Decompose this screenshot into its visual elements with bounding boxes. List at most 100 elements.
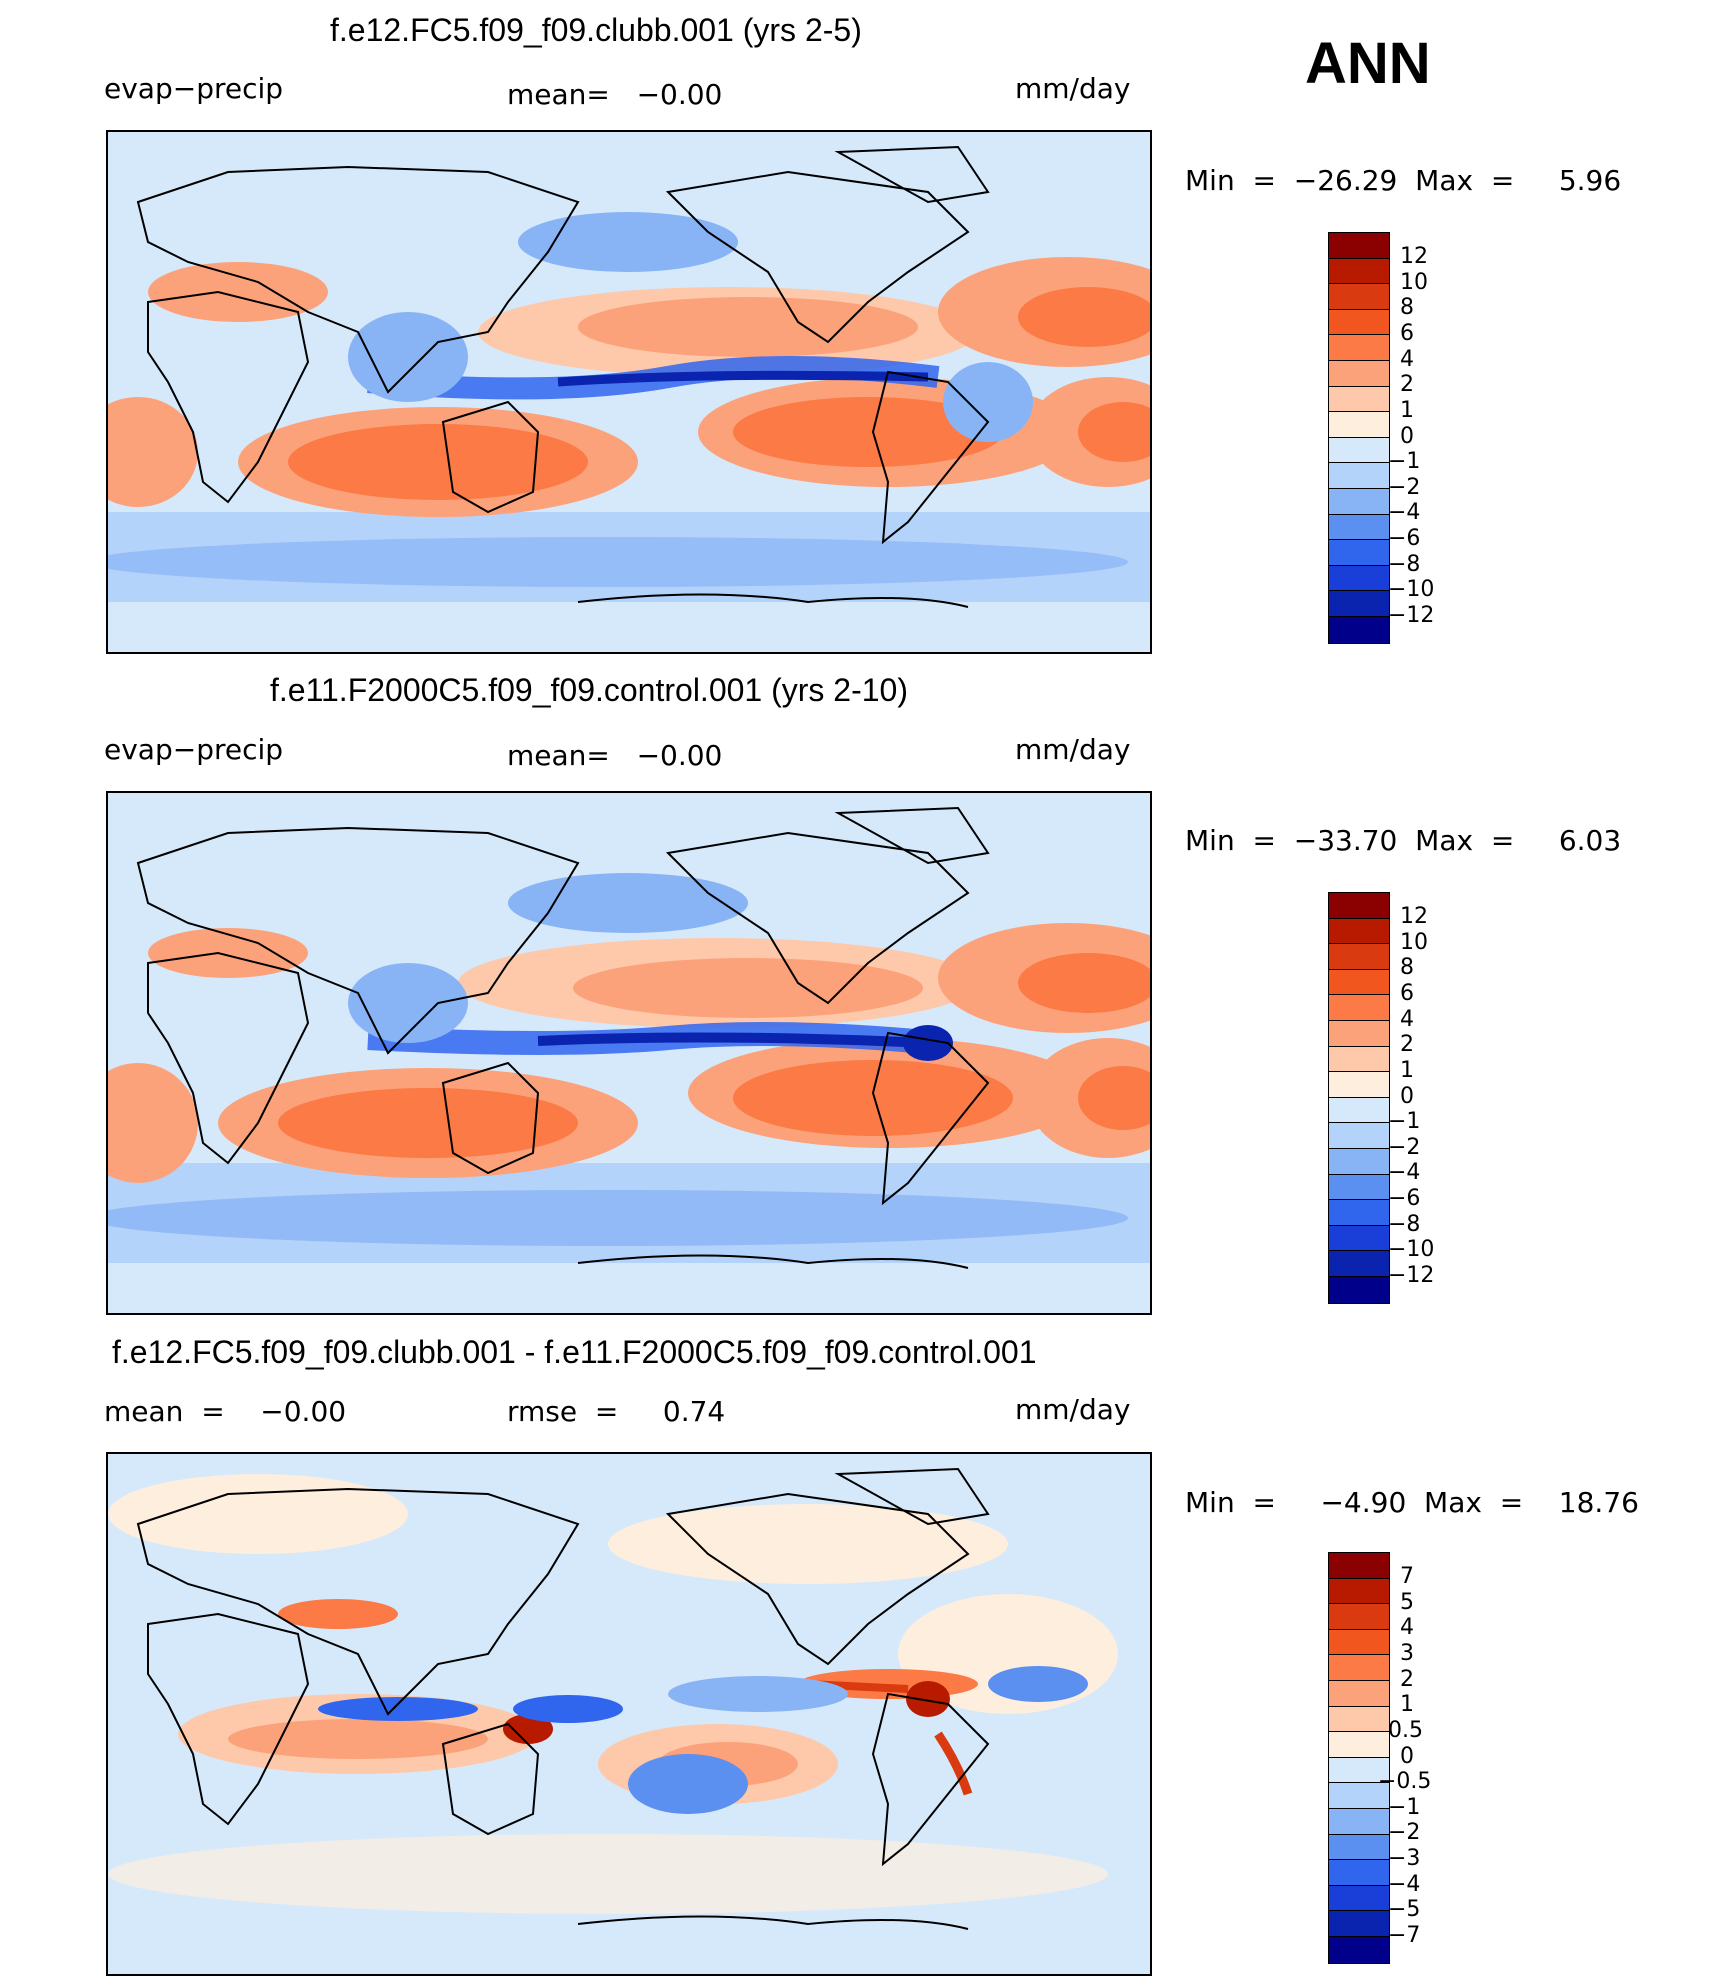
panel-2-tick: 4 xyxy=(1400,1007,1414,1032)
panel-1-colorbar-swatch xyxy=(1329,386,1389,413)
panel-2-colorbar-swatch xyxy=(1329,1148,1389,1175)
panel-1-colorbar-swatch xyxy=(1329,591,1389,617)
panel-1-tick: 12 xyxy=(1400,244,1428,269)
panel-2-colorbar-swatch xyxy=(1329,1225,1389,1252)
panel-3-tick: −0.5 xyxy=(1378,1769,1432,1794)
panel-1-colorbar-swatch xyxy=(1329,233,1389,259)
panel-3-tick: 3 xyxy=(1400,1641,1414,1666)
panel-3-units-label: mm/day xyxy=(1015,1393,1131,1426)
panel-1-colorbar-swatch xyxy=(1329,258,1389,285)
panel-3-colorbar-swatch xyxy=(1329,1578,1389,1605)
panel-1-tick: −4 xyxy=(1388,500,1421,525)
panel-2-colorbar-swatch xyxy=(1329,1072,1389,1098)
panel-3-tick: 4 xyxy=(1400,1615,1414,1640)
panel-2-tick: −10 xyxy=(1388,1237,1435,1262)
panel-3-colorbar-swatch xyxy=(1329,1680,1389,1707)
panel-1-colorbar-swatch xyxy=(1329,488,1389,515)
panel-3-colorbar-swatch xyxy=(1329,1783,1389,1809)
panel-1-tick: −1 xyxy=(1388,449,1421,474)
panel-3-tick: −1 xyxy=(1388,1795,1421,1820)
panel-1-units-label: mm/day xyxy=(1015,72,1131,105)
panel-3-colorbar-swatch xyxy=(1329,1732,1389,1758)
panel-2-colorbar-swatch xyxy=(1329,1097,1389,1124)
panel-3-tick: 0 xyxy=(1400,1744,1414,1769)
panel-3-colorbar-swatch xyxy=(1329,1655,1389,1681)
panel-2-tick: −2 xyxy=(1388,1135,1421,1160)
panel-1-tick: −6 xyxy=(1388,526,1421,551)
panel-3-tick: 1 xyxy=(1400,1692,1414,1717)
panel-1-mean-label: mean= −0.00 xyxy=(507,78,723,111)
panel-2-variable-label: evap−precip xyxy=(104,733,284,766)
panel-2-colorbar-swatch xyxy=(1329,1276,1389,1303)
panel-3-colorbar-swatch xyxy=(1329,1553,1389,1579)
panel-2-tick: −1 xyxy=(1388,1109,1421,1134)
panel-3-colorbar-swatch xyxy=(1329,1911,1389,1937)
panel-1-tick: 10 xyxy=(1400,270,1428,295)
panel-3-colorbar-swatch xyxy=(1329,1629,1389,1656)
panel-1-tick: −2 xyxy=(1388,475,1421,500)
panel-1-colorbar-swatch xyxy=(1329,412,1389,438)
panel-3-colorbar-swatch xyxy=(1329,1808,1389,1835)
panel-1-tick: −10 xyxy=(1388,577,1435,602)
panel-3-tick: −7 xyxy=(1388,1923,1421,1948)
panel-2-tick: 2 xyxy=(1400,1032,1414,1057)
panel-3-colorbar-swatch xyxy=(1329,1706,1389,1733)
panel-2-colorbar-swatch xyxy=(1329,995,1389,1021)
panel-3-colorbar-swatch xyxy=(1329,1860,1389,1886)
panel-1-title: f.e12.FC5.f09_f09.clubb.001 (yrs 2-5) xyxy=(330,12,862,48)
panel-1-map xyxy=(106,130,1152,654)
panel-2-tick: −8 xyxy=(1388,1212,1421,1237)
panel-1-tick: −12 xyxy=(1388,603,1435,628)
panel-2-colorbar-swatch xyxy=(1329,1200,1389,1226)
panel-1-tick: 6 xyxy=(1400,321,1414,346)
panel-1-tick: 4 xyxy=(1400,347,1414,372)
panel-2-tick: 6 xyxy=(1400,981,1414,1006)
panel-2-colorbar xyxy=(1328,892,1390,1304)
panel-1-colorbar-swatch xyxy=(1329,616,1389,643)
panel-2-min-max: Min = −33.70 Max = 6.03 xyxy=(1185,824,1622,857)
panel-2-colorbar-swatch xyxy=(1329,1123,1389,1149)
panel-3-tick: 5 xyxy=(1400,1590,1414,1615)
panel-2-colorbar-swatch xyxy=(1329,1046,1389,1073)
panel-3-colorbar-swatch xyxy=(1329,1834,1389,1861)
panel-3-title: f.e12.FC5.f09_f09.clubb.001 - f.e11.F200… xyxy=(112,1334,1037,1370)
panel-3-tick: 0.5 xyxy=(1388,1718,1423,1743)
panel-2-tick: 0 xyxy=(1400,1084,1414,1109)
panel-1-variable-label: evap−precip xyxy=(104,72,284,105)
panel-1-colorbar xyxy=(1328,232,1390,644)
panel-3-tick: −5 xyxy=(1388,1897,1421,1922)
panel-2-units-label: mm/day xyxy=(1015,733,1131,766)
panel-2-colorbar-swatch xyxy=(1329,918,1389,945)
panel-1-tick: −8 xyxy=(1388,552,1421,577)
panel-1-colorbar-swatch xyxy=(1329,309,1389,336)
panel-3-colorbar-swatch xyxy=(1329,1885,1389,1912)
panel-1-tick: 2 xyxy=(1400,372,1414,397)
season-label: ANN xyxy=(1305,31,1431,96)
panel-1-colorbar-swatch xyxy=(1329,540,1389,566)
panel-2-tick: −6 xyxy=(1388,1186,1421,1211)
panel-2-map xyxy=(106,791,1152,1315)
panel-2-colorbar-swatch xyxy=(1329,1020,1389,1047)
panel-2-colorbar-swatch xyxy=(1329,969,1389,996)
panel-3-colorbar-swatch xyxy=(1329,1604,1389,1630)
panel-2-tick: 12 xyxy=(1400,904,1428,929)
panel-3-tick: −3 xyxy=(1388,1846,1421,1871)
panel-3-min-max: Min = −4.90 Max = 18.76 xyxy=(1185,1486,1639,1519)
panel-1-min-max: Min = −26.29 Max = 5.96 xyxy=(1185,164,1622,197)
panel-2-tick: 1 xyxy=(1400,1058,1414,1083)
panel-1-colorbar-swatch xyxy=(1329,284,1389,310)
panel-2-tick: −4 xyxy=(1388,1160,1421,1185)
panel-3-tick: −2 xyxy=(1388,1820,1421,1845)
panel-1-colorbar-swatch xyxy=(1329,437,1389,464)
panel-1-tick: 1 xyxy=(1400,398,1414,423)
panel-3-map xyxy=(106,1452,1152,1976)
panel-2-colorbar-swatch xyxy=(1329,893,1389,919)
panel-1-colorbar-swatch xyxy=(1329,360,1389,387)
panel-3-tick: 7 xyxy=(1400,1564,1414,1589)
panel-2-colorbar-swatch xyxy=(1329,1251,1389,1277)
panel-3-tick: 2 xyxy=(1400,1667,1414,1692)
panel-2-colorbar-swatch xyxy=(1329,1174,1389,1201)
panel-2-title: f.e11.F2000C5.f09_f09.control.001 (yrs 2… xyxy=(270,672,908,708)
panel-2-mean-label: mean= −0.00 xyxy=(507,739,723,772)
panel-1-colorbar-swatch xyxy=(1329,565,1389,592)
